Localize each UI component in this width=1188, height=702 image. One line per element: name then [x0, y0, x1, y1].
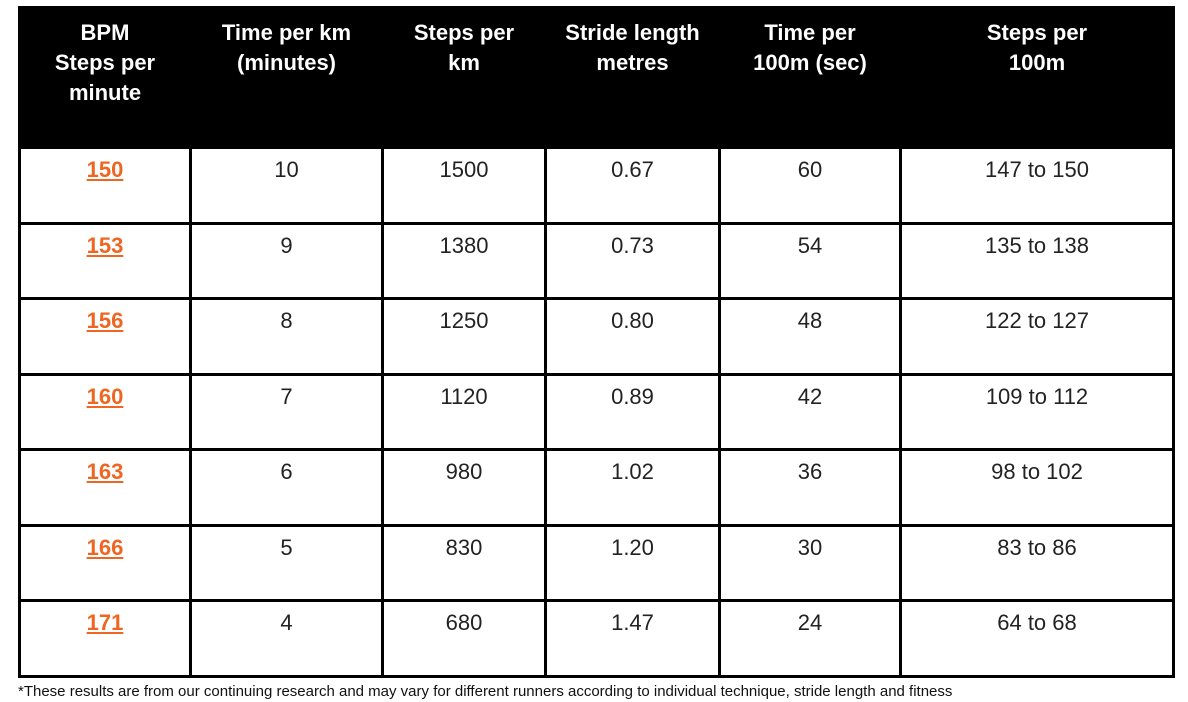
bpm-cell: 163	[18, 448, 192, 527]
bpm-link[interactable]: 150	[86, 157, 124, 182]
time-per-km-cell: 7	[189, 372, 384, 452]
bpm-link[interactable]: 156	[86, 308, 124, 334]
table-row: 156 8 1250 0.80 48 122 to 127	[18, 297, 1175, 376]
stride-length-cell: 1.47	[544, 599, 721, 678]
time-per-km-cell: 5	[189, 523, 384, 603]
bpm-cell: 160	[18, 372, 192, 452]
stride-length-cell: 1.02	[544, 448, 721, 527]
time-per-100m-cell: 54	[718, 221, 902, 301]
stride-length-cell: 1.20	[544, 523, 721, 603]
stride-length-cell: 0.73	[544, 221, 721, 301]
table-row: 160 7 1120 0.89 42 109 to 112	[18, 372, 1175, 452]
column-header-time-per-km: Time per km (minutes)	[189, 6, 384, 149]
bpm-cell: 156	[18, 297, 192, 376]
steps-per-km-cell: 980	[381, 448, 547, 527]
time-per-100m-cell: 60	[718, 146, 902, 225]
steps-per-km-cell: 1380	[381, 221, 547, 301]
pace-table-container: BPM Steps per minute Time per km (minute…	[18, 6, 1175, 678]
bpm-link[interactable]: 153	[86, 232, 124, 258]
steps-per-km-cell: 1250	[381, 297, 547, 376]
bpm-cell: 153	[18, 221, 192, 301]
column-header-steps-per-km: Steps per km	[381, 6, 547, 149]
steps-per-100m-cell: 147 to 150	[899, 146, 1175, 225]
table-row: 163 6 980 1.02 36 98 to 102	[18, 448, 1175, 527]
column-header-stride-length: Stride length metres	[544, 6, 721, 149]
stride-length-cell: 0.80	[544, 297, 721, 376]
stride-length-cell: 0.67	[544, 146, 721, 225]
column-header-time-per-100m: Time per 100m (sec)	[718, 6, 902, 149]
bpm-link[interactable]: 171	[86, 610, 124, 636]
bpm-pace-table: BPM Steps per minute Time per km (minute…	[18, 6, 1175, 678]
stride-length-cell: 0.89	[544, 372, 721, 452]
bpm-cell: 166	[18, 523, 192, 603]
bpm-link[interactable]: 160	[86, 383, 124, 409]
steps-per-100m-cell: 122 to 127	[899, 297, 1175, 376]
time-per-100m-cell: 36	[718, 448, 902, 527]
bpm-link[interactable]: 166	[86, 534, 124, 560]
footnote: *These results are from our continuing r…	[18, 683, 953, 700]
time-per-km-cell: 8	[189, 297, 384, 376]
steps-per-km-cell: 680	[381, 599, 547, 678]
time-per-km-cell: 4	[189, 599, 384, 678]
time-per-km-cell: 6	[189, 448, 384, 527]
table-row: 171 4 680 1.47 24 64 to 68	[18, 599, 1175, 678]
steps-per-km-cell: 1500	[381, 146, 547, 225]
time-per-100m-cell: 24	[718, 599, 902, 678]
steps-per-km-cell: 1120	[381, 372, 547, 452]
time-per-km-cell: 10	[189, 146, 384, 225]
steps-per-100m-cell: 64 to 68	[899, 599, 1175, 678]
time-per-100m-cell: 42	[718, 372, 902, 452]
time-per-100m-cell: 48	[718, 297, 902, 376]
table-row: 150 10 1500 0.67 60 147 to 150	[18, 146, 1175, 225]
steps-per-100m-cell: 83 to 86	[899, 523, 1175, 603]
time-per-100m-cell: 30	[718, 523, 902, 603]
steps-per-100m-cell: 109 to 112	[899, 372, 1175, 452]
steps-per-100m-cell: 135 to 138	[899, 221, 1175, 301]
bpm-cell: 171	[18, 599, 192, 678]
table-row: 166 5 830 1.20 30 83 to 86	[18, 523, 1175, 603]
bpm-cell: 150	[18, 146, 192, 225]
column-header-steps-per-100m: Steps per 100m	[899, 6, 1175, 149]
column-header-bpm: BPM Steps per minute	[18, 6, 192, 149]
steps-per-100m-cell: 98 to 102	[899, 448, 1175, 527]
time-per-km-cell: 9	[189, 221, 384, 301]
steps-per-km-cell: 830	[381, 523, 547, 603]
header-row: BPM Steps per minute Time per km (minute…	[18, 6, 1175, 149]
table-row: 153 9 1380 0.73 54 135 to 138	[18, 221, 1175, 301]
bpm-link[interactable]: 163	[86, 459, 124, 485]
